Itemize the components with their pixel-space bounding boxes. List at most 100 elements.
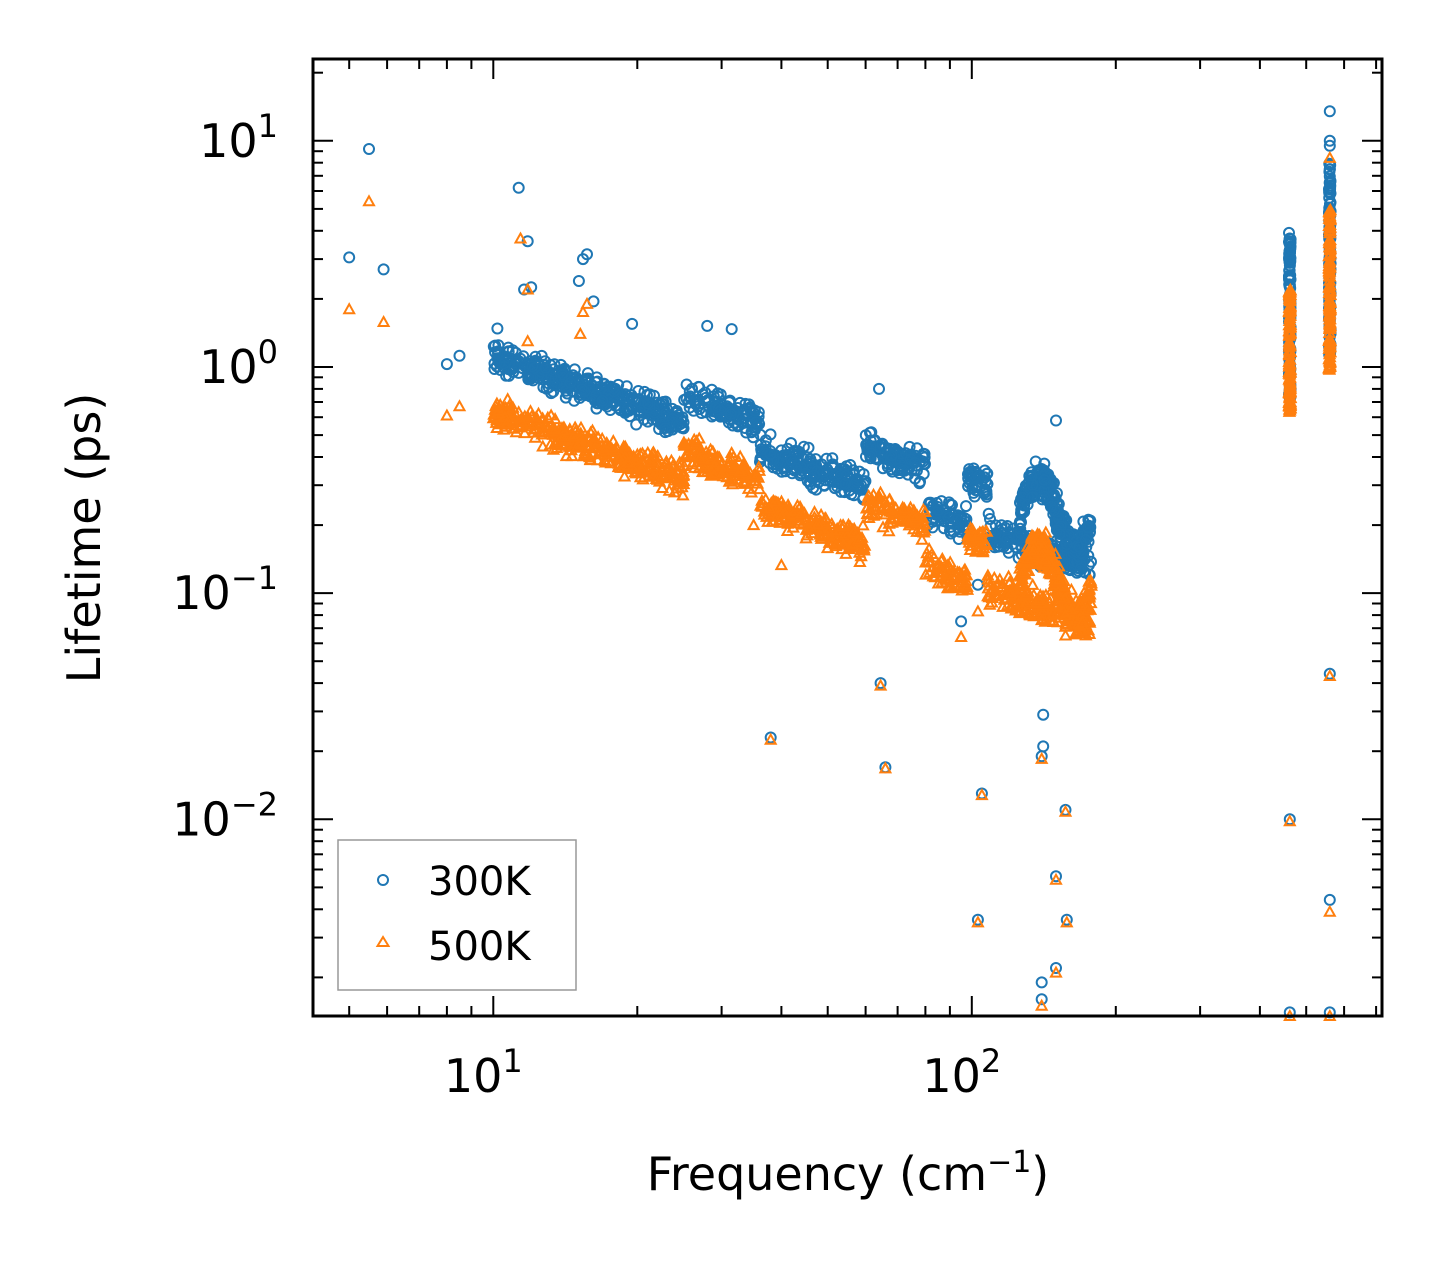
point-300K <box>709 401 722 414</box>
point-500K <box>764 732 778 745</box>
point-500K <box>376 314 391 327</box>
point-500K <box>641 445 655 458</box>
point-500K <box>971 604 985 617</box>
point-500K <box>1043 564 1057 577</box>
point-500K <box>805 526 819 539</box>
point-500K <box>1071 625 1085 638</box>
point-300K <box>932 504 945 516</box>
point-500K <box>1020 595 1035 608</box>
point-300K <box>1323 893 1336 906</box>
point-500K <box>1081 589 1095 602</box>
point-300K <box>1038 473 1051 486</box>
point-500K <box>935 564 949 577</box>
point-500K <box>563 422 577 435</box>
point-500K <box>960 579 974 592</box>
point-300K <box>578 385 591 398</box>
point-500K <box>1283 367 1297 380</box>
point-500K <box>975 788 989 801</box>
point-300K <box>1323 163 1336 176</box>
point-300K <box>884 454 897 467</box>
point-300K <box>1324 174 1337 187</box>
point-300K <box>902 468 914 481</box>
point-500K <box>1032 528 1046 541</box>
point-500K <box>811 517 825 530</box>
point-300K <box>701 319 714 332</box>
point-500K <box>559 449 574 462</box>
point-500K <box>675 480 689 493</box>
point-300K <box>1073 541 1086 553</box>
point-300K <box>1085 555 1097 568</box>
point-300K <box>1324 159 1337 172</box>
point-300K <box>659 422 672 434</box>
x-axis-label: Frequency (cm−1) <box>647 1145 1050 1201</box>
point-300K <box>971 578 984 591</box>
point-500K <box>521 282 535 295</box>
point-500K <box>1058 628 1073 641</box>
point-300K <box>708 409 721 421</box>
point-300K <box>982 507 995 520</box>
point-300K <box>564 376 577 389</box>
point-300K <box>1037 740 1050 753</box>
point-500K <box>1283 337 1297 350</box>
point-500K <box>1037 539 1051 552</box>
point-300K <box>1283 238 1296 251</box>
point-300K <box>834 462 847 475</box>
point-500K <box>1003 587 1018 600</box>
point-500K <box>978 537 993 550</box>
point-300K <box>707 390 720 403</box>
point-300K <box>860 450 872 463</box>
series-500K-points <box>342 150 1338 1021</box>
point-300K <box>526 360 539 373</box>
point-300K <box>572 275 585 287</box>
point-500K <box>794 506 808 519</box>
point-300K <box>942 511 955 524</box>
point-500K <box>768 494 782 507</box>
point-500K <box>1053 590 1067 603</box>
point-500K <box>959 574 973 587</box>
point-300K <box>690 394 703 407</box>
point-500K <box>618 439 632 452</box>
point-500K <box>774 510 789 523</box>
point-500K <box>1322 264 1336 277</box>
y-tick-label: 10−1 <box>172 559 278 620</box>
point-300K <box>1035 750 1048 763</box>
point-500K <box>915 532 929 545</box>
point-500K <box>1060 915 1074 928</box>
point-500K <box>598 454 612 467</box>
point-300K <box>1283 226 1295 239</box>
point-500K <box>1323 150 1337 163</box>
point-500K <box>833 536 848 549</box>
point-300K <box>1283 245 1296 257</box>
point-300K <box>993 540 1006 553</box>
point-500K <box>918 504 932 517</box>
point-300K <box>1074 562 1087 575</box>
point-500K <box>1323 904 1337 917</box>
point-500K <box>1032 593 1046 606</box>
point-300K <box>626 402 639 415</box>
point-500K <box>1282 347 1296 360</box>
point-300K <box>377 263 390 276</box>
point-500K <box>1021 585 1036 598</box>
point-300K <box>954 513 967 526</box>
point-500K <box>858 538 872 551</box>
point-500K <box>873 678 888 691</box>
point-300K <box>764 731 777 744</box>
point-500K <box>694 442 708 455</box>
point-500K <box>537 424 552 437</box>
point-500K <box>1283 356 1297 369</box>
point-300K <box>850 475 863 488</box>
point-300K <box>712 390 725 403</box>
point-500K <box>914 524 928 537</box>
point-500K <box>995 577 1009 590</box>
y-tick-label: 10−2 <box>172 785 278 846</box>
point-500K <box>882 492 896 505</box>
point-500K <box>746 468 761 481</box>
point-500K <box>1001 598 1015 611</box>
point-500K <box>1323 284 1337 297</box>
point-300K <box>598 377 611 390</box>
point-500K <box>536 439 550 452</box>
point-500K <box>1038 552 1052 565</box>
point-500K <box>518 426 532 439</box>
point-500K <box>1037 603 1052 616</box>
point-500K <box>1018 605 1033 618</box>
